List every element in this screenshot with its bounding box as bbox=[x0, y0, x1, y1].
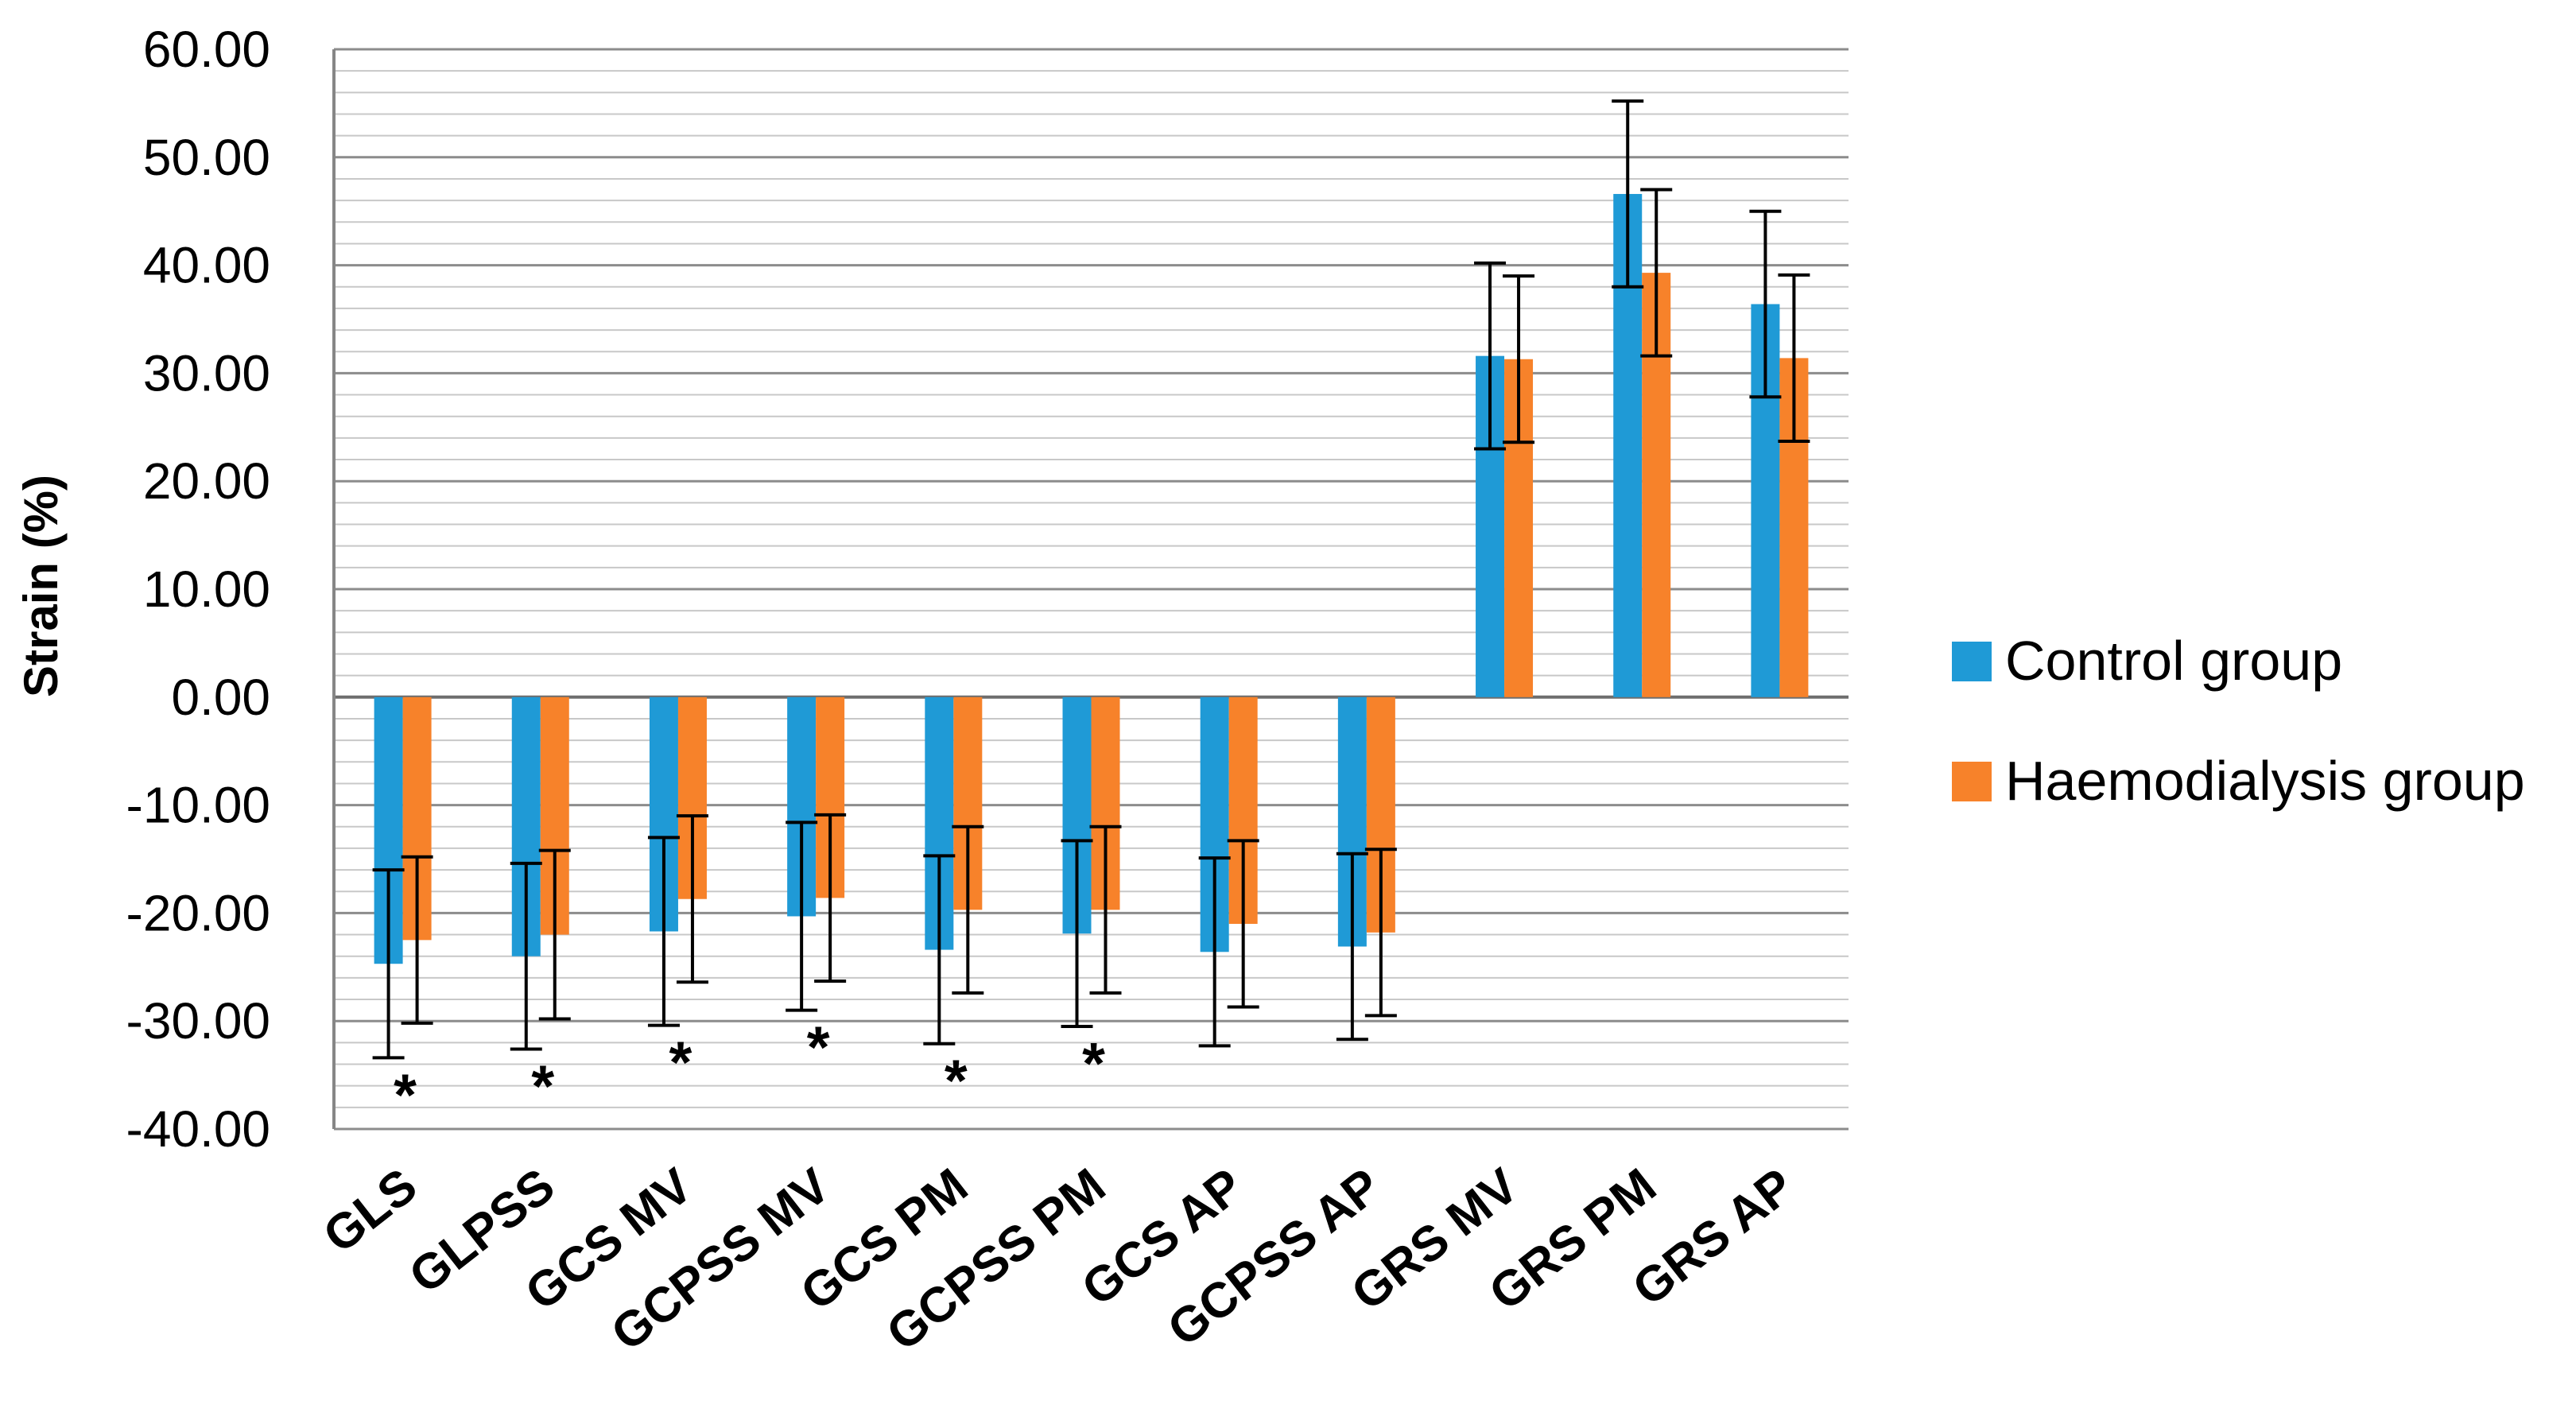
legend: Control group Haemodialysis group bbox=[1952, 630, 2525, 812]
significance-star: * bbox=[531, 1053, 554, 1119]
y-tick-label: 50.00 bbox=[143, 129, 270, 186]
error-bar bbox=[1474, 261, 1507, 451]
y-axis-title: Strain (%) bbox=[14, 475, 68, 697]
significance-star: * bbox=[394, 1061, 417, 1127]
error-bar bbox=[1089, 824, 1122, 995]
error-bar bbox=[676, 814, 708, 984]
legend-swatch-haemodialysis bbox=[1952, 762, 1992, 801]
significance-star: * bbox=[807, 1015, 830, 1081]
y-tick-label: -10.00 bbox=[126, 777, 270, 834]
error-bar bbox=[1227, 839, 1259, 1009]
y-tick-label: -20.00 bbox=[126, 884, 270, 941]
significance-star: * bbox=[1082, 1030, 1105, 1096]
y-tick-label: 20.00 bbox=[143, 452, 270, 510]
error-bar bbox=[1640, 188, 1673, 358]
x-category-label: GLS bbox=[313, 1158, 427, 1264]
error-bars bbox=[372, 99, 1810, 1060]
y-tick-label: 0.00 bbox=[171, 669, 270, 726]
y-tick-label: 30.00 bbox=[143, 344, 270, 402]
error-bar bbox=[1198, 856, 1231, 1048]
error-bar bbox=[952, 824, 984, 995]
significance-star: * bbox=[945, 1048, 968, 1114]
error-bar bbox=[923, 854, 956, 1046]
y-tick-label: 40.00 bbox=[143, 237, 270, 294]
error-bar bbox=[1612, 99, 1644, 289]
y-tick-label: -30.00 bbox=[126, 992, 270, 1049]
error-bar bbox=[814, 813, 847, 983]
y-tick-label: 10.00 bbox=[143, 561, 270, 618]
error-bar bbox=[510, 861, 542, 1051]
y-axis-tick-labels: 60.00 50.00 40.00 30.00 20.00 10.00 0.00 -10.00… bbox=[126, 21, 270, 1158]
y-tick-label: -40.00 bbox=[126, 1100, 270, 1158]
error-bar bbox=[647, 836, 680, 1027]
y-tick-label: 60.00 bbox=[143, 21, 270, 78]
error-bar bbox=[1749, 209, 1782, 399]
error-bar bbox=[538, 848, 571, 1021]
error-bar bbox=[1364, 848, 1397, 1018]
significance-star: * bbox=[669, 1030, 692, 1096]
significance-markers: * * * * * * bbox=[394, 1015, 1105, 1128]
error-bar bbox=[1778, 273, 1810, 443]
legend-label-haemodialysis: Haemodialysis group bbox=[2005, 750, 2525, 812]
error-bar bbox=[1503, 274, 1535, 444]
error-bar bbox=[1061, 839, 1093, 1028]
error-bar bbox=[372, 868, 405, 1060]
legend-swatch-control bbox=[1952, 642, 1992, 681]
error-bar bbox=[786, 821, 818, 1012]
legend-label-control: Control group bbox=[2005, 630, 2342, 692]
error-bar bbox=[401, 855, 433, 1025]
error-bar bbox=[1336, 852, 1368, 1042]
